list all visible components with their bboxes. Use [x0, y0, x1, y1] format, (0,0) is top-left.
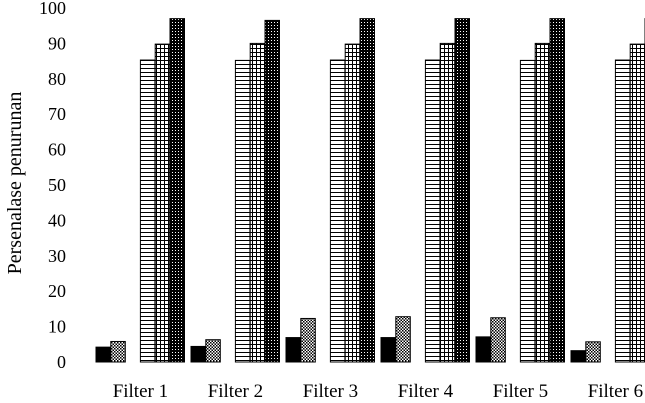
x-category-label: Filter 3 — [303, 381, 358, 402]
x-category-label: Filter 1 — [113, 381, 168, 402]
y-tick-label: 70 — [48, 104, 66, 124]
bar-filter-2-series-4 — [234, 59, 251, 363]
bar-filter-6-series-2 — [585, 341, 601, 363]
bar-filter-2-series-6 — [264, 19, 280, 363]
bar-filter-3-series-1 — [285, 337, 301, 363]
bar-filter-2-series-1 — [190, 345, 206, 363]
y-tick-label: 40 — [48, 210, 66, 230]
y-axis-title: Persenalase penurunan — [4, 92, 26, 275]
bar-filter-5-series-5 — [534, 42, 551, 363]
x-axis: Filter 1 Filter 2 Filter 3 Filter 4 Filter 5… — [113, 381, 643, 402]
y-tick-label: 90 — [48, 33, 66, 53]
bar-filter-5-series-6 — [549, 18, 565, 363]
bar-filter-2-series-2 — [205, 339, 221, 363]
bar-filter-4-series-4 — [424, 59, 441, 363]
bar-filter-1-series-4 — [139, 59, 156, 363]
x-category-label: Filter 4 — [398, 381, 454, 402]
bar-filter-1-series-1 — [95, 346, 111, 363]
x-category-label: Filter 5 — [493, 381, 548, 402]
y-tick-label: 50 — [48, 175, 66, 195]
bar-filter-3-series-5 — [344, 43, 361, 363]
y-tick-label: 60 — [48, 140, 66, 160]
bar-filter-5-series-4 — [519, 59, 536, 363]
y-tick-label: 30 — [48, 246, 66, 266]
bar-filter-4-series-5 — [439, 42, 456, 363]
bar-filter-2-series-5 — [249, 42, 266, 363]
y-tick-label: 100 — [39, 0, 66, 18]
x-category-label: Filter 6 — [588, 381, 643, 402]
y-tick-label: 10 — [48, 317, 66, 337]
bar-filter-1-series-2 — [110, 340, 126, 363]
y-tick-label: 20 — [48, 281, 66, 301]
bar-filter-1-series-6 — [169, 18, 185, 363]
bar-filter-4-series-2 — [395, 316, 411, 363]
bar-filter-5-series-1 — [475, 336, 491, 363]
bar-filter-6-series-1 — [570, 350, 586, 363]
bar-filter-3-series-6 — [359, 18, 375, 363]
x-category-label: Filter 2 — [208, 381, 263, 402]
bars — [95, 18, 645, 363]
bar-filter-6-series-5 — [629, 43, 645, 363]
bar-filter-4-series-1 — [380, 337, 396, 363]
bar-filter-6-series-4 — [614, 59, 631, 363]
y-axis: 0 10 20 30 40 50 60 70 80 90 100 — [39, 0, 66, 372]
y-tick-label: 0 — [57, 352, 66, 372]
bar-filter-4-series-6 — [454, 18, 470, 363]
bar-filter-3-series-2 — [300, 317, 316, 363]
bar-filter-5-series-2 — [490, 317, 506, 363]
bar-filter-3-series-4 — [329, 59, 346, 363]
bar-filter-1-series-5 — [154, 43, 171, 363]
y-tick-label: 80 — [48, 69, 66, 89]
